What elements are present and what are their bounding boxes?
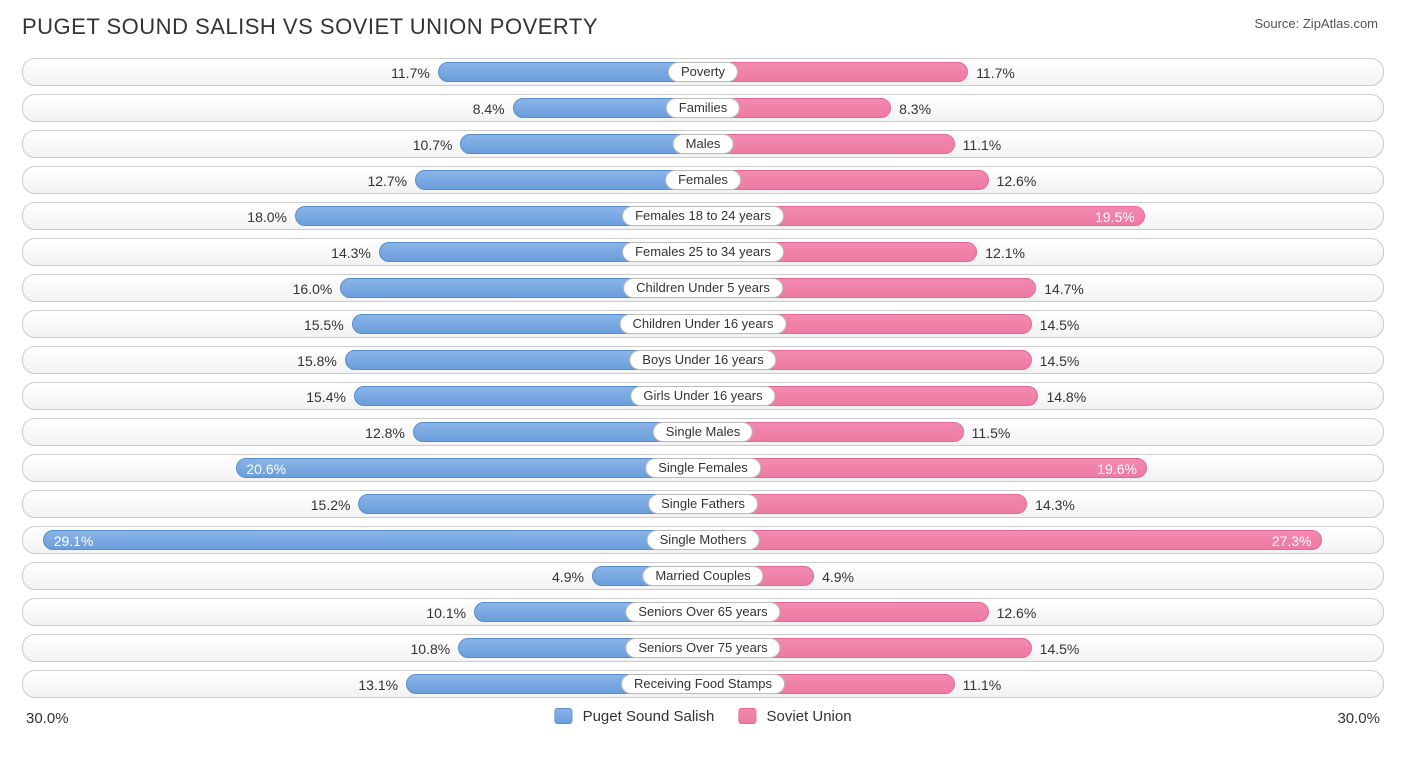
value-right: 19.6% — [1097, 455, 1137, 483]
chart-row: 8.4% 8.3% Families — [22, 94, 1384, 122]
category-label: Families — [666, 98, 740, 118]
value-right: 14.3% — [1035, 491, 1075, 519]
bar-left — [460, 134, 703, 154]
value-right: 14.5% — [1040, 635, 1080, 663]
value-left: 8.4% — [473, 95, 505, 123]
category-label: Single Mothers — [647, 530, 760, 550]
category-label: Seniors Over 75 years — [625, 638, 780, 658]
value-right: 11.7% — [976, 59, 1015, 87]
value-right: 12.6% — [997, 167, 1037, 195]
value-left: 16.0% — [293, 275, 333, 303]
category-label: Females — [665, 170, 741, 190]
value-left: 10.1% — [426, 599, 466, 627]
chart-row: 15.2% 14.3% Single Fathers — [22, 490, 1384, 518]
bar-left — [438, 62, 703, 82]
value-left: 12.8% — [365, 419, 405, 447]
category-label: Girls Under 16 years — [630, 386, 775, 406]
chart-row: 11.7% 11.7% Poverty — [22, 58, 1384, 86]
chart-title: PUGET SOUND SALISH VS SOVIET UNION POVER… — [22, 14, 1384, 40]
chart-row: 20.6% 19.6% Single Females — [22, 454, 1384, 482]
chart-row: 16.0% 14.7% Children Under 5 years — [22, 274, 1384, 302]
chart-row: 15.4% 14.8% Girls Under 16 years — [22, 382, 1384, 410]
axis-max-right: 30.0% — [1337, 710, 1380, 727]
category-label: Single Females — [645, 458, 761, 478]
bar-right — [703, 170, 989, 190]
chart-footer: 30.0% Puget Sound Salish Soviet Union 30… — [22, 706, 1384, 736]
value-left: 18.0% — [247, 203, 287, 231]
value-left: 11.7% — [391, 59, 430, 87]
bar-left — [415, 170, 703, 190]
bar-left — [236, 458, 703, 478]
chart-row: 14.3% 12.1% Females 25 to 34 years — [22, 238, 1384, 266]
value-right: 8.3% — [899, 95, 931, 123]
chart-row: 13.1% 11.1% Receiving Food Stamps — [22, 670, 1384, 698]
bar-right — [703, 530, 1322, 550]
swatch-pink — [738, 708, 756, 724]
value-left: 10.7% — [413, 131, 453, 159]
bar-right — [703, 458, 1147, 478]
category-label: Boys Under 16 years — [629, 350, 776, 370]
butterfly-chart: 11.7% 11.7% Poverty 8.4% 8.3% Families 10.7% 11… — [22, 58, 1384, 698]
legend: Puget Sound Salish Soviet Union — [554, 708, 851, 725]
value-left: 15.2% — [311, 491, 351, 519]
value-left: 4.9% — [552, 563, 584, 591]
value-right: 14.7% — [1044, 275, 1084, 303]
value-right: 19.5% — [1095, 203, 1135, 231]
legend-item-left: Puget Sound Salish — [554, 708, 714, 725]
value-right: 14.5% — [1040, 347, 1080, 375]
category-label: Poverty — [668, 62, 738, 82]
chart-row: 15.8% 14.5% Boys Under 16 years — [22, 346, 1384, 374]
value-left: 15.4% — [306, 383, 346, 411]
category-label: Males — [673, 134, 734, 154]
value-left: 15.5% — [304, 311, 344, 339]
chart-row: 10.8% 14.5% Seniors Over 75 years — [22, 634, 1384, 662]
value-right: 14.8% — [1046, 383, 1086, 411]
chart-row: 15.5% 14.5% Children Under 16 years — [22, 310, 1384, 338]
value-right: 14.5% — [1040, 311, 1080, 339]
category-label: Single Males — [653, 422, 753, 442]
value-left: 29.1% — [54, 527, 94, 555]
value-left: 20.6% — [246, 455, 286, 483]
category-label: Children Under 5 years — [623, 278, 783, 298]
chart-row: 4.9% 4.9% Married Couples — [22, 562, 1384, 590]
legend-label-right: Soviet Union — [767, 708, 852, 725]
category-label: Children Under 16 years — [620, 314, 787, 334]
category-label: Receiving Food Stamps — [621, 674, 785, 694]
category-label: Females 18 to 24 years — [622, 206, 784, 226]
value-right: 11.1% — [963, 671, 1002, 699]
value-left: 13.1% — [358, 671, 398, 699]
value-right: 11.5% — [972, 419, 1011, 447]
chart-row: 12.7% 12.6% Females — [22, 166, 1384, 194]
chart-row: 12.8% 11.5% Single Males — [22, 418, 1384, 446]
chart-row: 29.1% 27.3% Single Mothers — [22, 526, 1384, 554]
swatch-blue — [554, 708, 572, 724]
value-left: 14.3% — [331, 239, 371, 267]
bar-right — [703, 62, 968, 82]
value-right: 27.3% — [1272, 527, 1312, 555]
chart-row: 18.0% 19.5% Females 18 to 24 years — [22, 202, 1384, 230]
legend-item-right: Soviet Union — [738, 708, 851, 725]
category-label: Single Fathers — [648, 494, 758, 514]
category-label: Married Couples — [642, 566, 763, 586]
value-right: 11.1% — [963, 131, 1002, 159]
value-left: 15.8% — [297, 347, 337, 375]
legend-label-left: Puget Sound Salish — [583, 708, 715, 725]
axis-max-left: 30.0% — [26, 710, 69, 727]
source-label: Source: ZipAtlas.com — [1254, 16, 1378, 31]
chart-row: 10.1% 12.6% Seniors Over 65 years — [22, 598, 1384, 626]
value-left: 10.8% — [411, 635, 451, 663]
value-right: 12.1% — [985, 239, 1025, 267]
category-label: Seniors Over 65 years — [625, 602, 780, 622]
value-right: 4.9% — [822, 563, 854, 591]
bar-left — [43, 530, 703, 550]
value-right: 12.6% — [997, 599, 1037, 627]
bar-right — [703, 134, 955, 154]
value-left: 12.7% — [367, 167, 407, 195]
chart-row: 10.7% 11.1% Males — [22, 130, 1384, 158]
category-label: Females 25 to 34 years — [622, 242, 784, 262]
